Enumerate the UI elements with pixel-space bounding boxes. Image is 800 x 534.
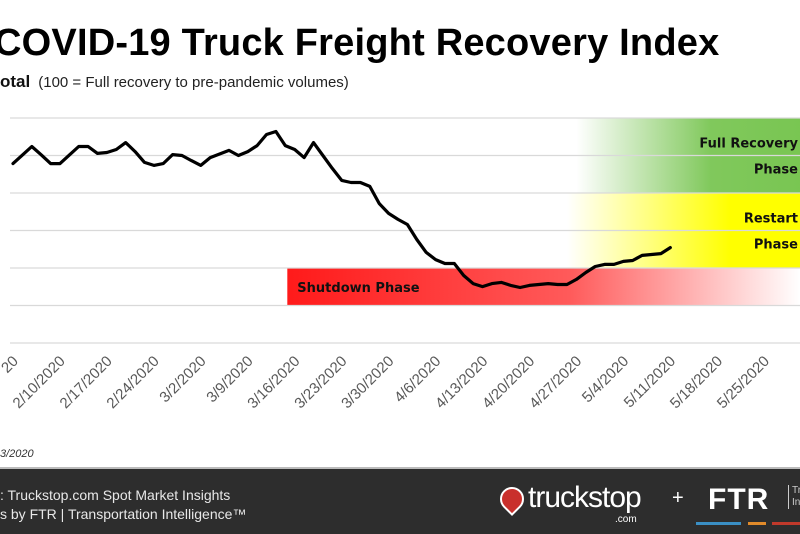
full-recovery-label-2: Phase xyxy=(754,163,798,178)
line-chart: Full Recovery Phase Restart Phase Shutdown P… xyxy=(0,100,800,450)
footer: : Truckstop.com Spot Market Insights s b… xyxy=(0,467,800,534)
truckstop-logo-text: truckstop xyxy=(528,481,641,514)
ftr-bar-red xyxy=(772,522,800,525)
ftr-bar-orange xyxy=(748,522,766,525)
map-pin-icon xyxy=(495,482,529,516)
date-note: 3/2020 xyxy=(0,448,34,460)
plus-sign: + xyxy=(672,487,684,510)
shutdown-label: Shutdown Phase xyxy=(297,281,419,296)
x-tick-label: 20 xyxy=(0,353,22,377)
source-line-1: : Truckstop.com Spot Market Insights xyxy=(0,486,246,505)
source-line-2: s by FTR | Transportation Intelligence™ xyxy=(0,505,246,524)
ftr-bar-blue xyxy=(696,522,741,525)
subtitle-text: (100 = Full recovery to pre-pandemic vol… xyxy=(38,74,349,91)
source-text: : Truckstop.com Spot Market Insights s b… xyxy=(0,486,246,524)
ftr-side-text: Tr In xyxy=(788,485,800,509)
subtitle-bold: otal xyxy=(0,72,30,91)
full-recovery-label: Full Recovery xyxy=(699,136,798,151)
chart-title: COVID-19 Truck Freight Recovery Index xyxy=(0,22,719,65)
truckstop-logo: truckstop.com xyxy=(500,481,641,515)
x-tick-label: 3/2/2020 xyxy=(156,353,209,406)
restart-label: Restart xyxy=(744,211,798,226)
restart-label-2: Phase xyxy=(754,238,798,253)
chart-subtitle: otal (100 = Full recovery to pre-pandemic… xyxy=(0,72,349,92)
ftr-logo: FTR xyxy=(708,483,769,517)
truckstop-logo-com: .com xyxy=(615,514,637,525)
